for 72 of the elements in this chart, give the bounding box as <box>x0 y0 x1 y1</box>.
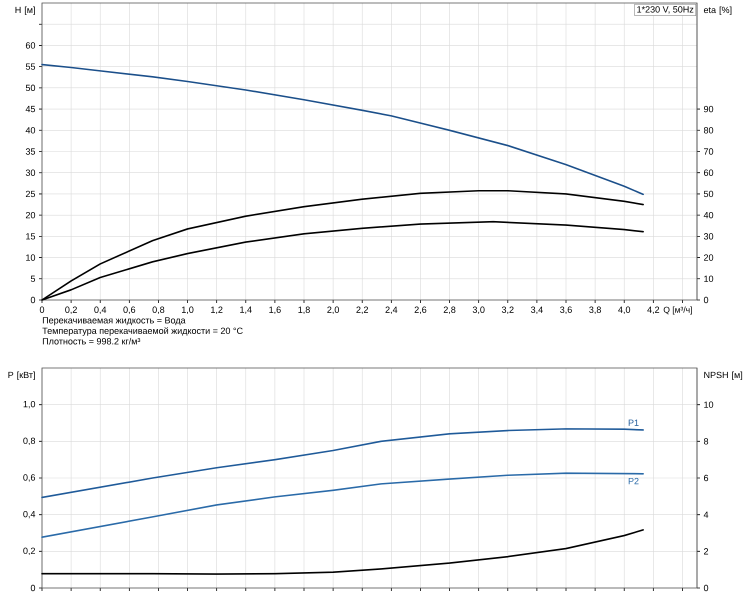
y2-tick-label: 0 <box>704 296 708 304</box>
y2-tick-label: 6 <box>704 474 708 482</box>
y-tick-label: 0,8 <box>23 438 36 446</box>
y-tick-label: 1,0 <box>24 400 36 408</box>
x-tick-label: 3,0 <box>472 306 485 314</box>
y-tick-label: 10 <box>26 254 36 261</box>
x-tick-label: 0 <box>40 306 44 313</box>
series-label: P2 <box>628 478 639 484</box>
y-tick-label: 0,6 <box>23 474 36 482</box>
annotation: 1*230 V, 50Hz <box>637 6 694 14</box>
x-tick-label: 0,4 <box>94 306 106 314</box>
y2-tick-label: 2 <box>704 548 708 554</box>
y-tick-label: 0 <box>30 584 36 592</box>
y-tick-label: 30 <box>26 170 36 176</box>
x-tick-label: 4,0 <box>618 306 630 314</box>
y-tick-label: 25 <box>26 190 36 198</box>
x-tick-label: 0,8 <box>152 306 164 314</box>
x-tick-label: 2,2 <box>356 306 368 314</box>
y2-tick-label: 10 <box>704 276 714 282</box>
x-axis-title: Q [м³/ч] <box>664 306 692 314</box>
text: Перекачиваемая жидкость = Вода <box>42 317 186 326</box>
y-tick-label: 0 <box>30 296 36 304</box>
y2-tick-label: 70 <box>704 148 714 155</box>
y-tick-label: 55 <box>26 64 36 70</box>
y2-axis-title: NPSH [м] <box>704 372 742 380</box>
x-tick-label: 2,8 <box>444 306 456 314</box>
y2-tick-label: 60 <box>704 170 714 176</box>
y-tick-label: 15 <box>26 233 36 240</box>
y-axis-title: P [кВт] <box>8 372 35 380</box>
text: Плотность = 998.2 кг/м³ <box>42 338 140 344</box>
x-tick-label: 3,4 <box>530 306 543 314</box>
y-axis-title: H [м] <box>16 6 35 15</box>
x-tick-label: 0,6 <box>123 306 136 314</box>
line-series <box>41 529 644 575</box>
y2-tick-label: 4 <box>704 512 708 518</box>
y-tick-label: 5 <box>30 276 36 282</box>
x-tick-label: 3,2 <box>502 306 514 314</box>
y-tick-label: 0,4 <box>23 510 36 518</box>
y2-tick-label: 20 <box>704 254 714 261</box>
y-tick-label: 45 <box>26 106 36 112</box>
line-series <box>41 472 644 538</box>
line-series <box>41 64 644 196</box>
y2-tick-label: 0 <box>704 584 708 592</box>
x-tick-label: 3,6 <box>560 306 572 314</box>
series-label: P1 <box>628 420 639 426</box>
y2-tick-label: 80 <box>704 127 714 134</box>
y2-tick-label: 30 <box>704 233 714 240</box>
y2-tick-label: 90 <box>704 106 714 112</box>
x-tick-label: 1,8 <box>298 306 310 314</box>
x-tick-label: 2,4 <box>386 306 398 314</box>
x-tick-label: 2,0 <box>327 306 340 314</box>
line-series <box>41 428 644 498</box>
y-tick-label: 50 <box>26 84 36 92</box>
y2-tick-label: 40 <box>704 212 714 218</box>
x-tick-label: 1,2 <box>211 306 222 314</box>
y-tick-label: 0,2 <box>23 548 36 556</box>
y2-tick-label: 50 <box>704 190 714 198</box>
x-tick-label: 0,2 <box>65 306 77 314</box>
y-tick-label: 35 <box>26 148 36 155</box>
text: Температура перекачиваемой жидкости = 20 °C <box>42 327 243 336</box>
y-tick-label: 60 <box>26 42 36 49</box>
x-tick-label: 1,6 <box>269 306 281 314</box>
x-tick-label: 3,8 <box>589 306 601 314</box>
x-tick-label: 4,2 <box>647 306 660 314</box>
y2-tick-label: 10 <box>704 401 714 408</box>
x-tick-label: 1,4 <box>240 306 252 314</box>
x-tick-label: 2,6 <box>414 306 426 314</box>
y-tick-label: 20 <box>26 212 36 218</box>
y-tick-label: 40 <box>26 127 36 134</box>
y2-axis-title: eta [%] <box>704 6 732 15</box>
x-tick-label: 1,0 <box>182 306 194 314</box>
y2-tick-label: 8 <box>704 438 708 445</box>
